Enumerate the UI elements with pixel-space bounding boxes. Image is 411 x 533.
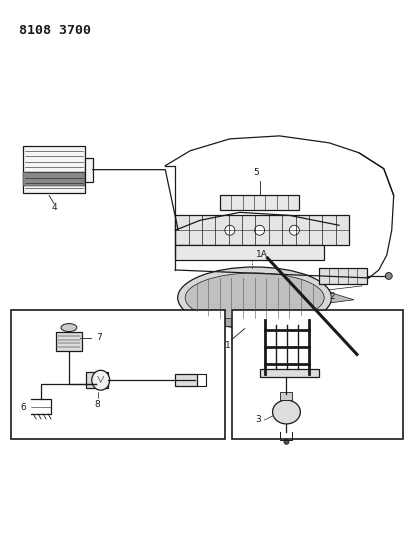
Ellipse shape [289,225,299,235]
Bar [319,268,367,284]
Text: 6: 6 [21,402,26,411]
Ellipse shape [225,225,235,235]
Bar [175,374,197,386]
Bar [175,215,349,245]
Ellipse shape [255,225,265,235]
Ellipse shape [272,400,300,424]
Bar [12,310,225,439]
Bar [220,196,299,211]
FancyBboxPatch shape [56,332,82,351]
Polygon shape [331,293,354,303]
Text: 5: 5 [254,168,259,177]
Ellipse shape [185,273,324,322]
Bar [232,310,403,439]
Ellipse shape [61,324,77,332]
Text: 3: 3 [256,415,261,424]
Ellipse shape [284,439,289,445]
Bar [85,158,93,182]
Bar [23,146,85,193]
Bar [23,172,85,187]
Text: 4: 4 [51,203,57,212]
Bar [86,372,108,388]
Text: 2: 2 [329,292,335,301]
Ellipse shape [385,272,392,279]
Bar [175,245,324,260]
Text: 1: 1 [225,341,231,350]
Text: 8: 8 [95,400,101,409]
Bar [260,369,319,377]
Bar [280,392,292,400]
Ellipse shape [92,370,110,390]
Bar [185,318,344,326]
Text: 1A: 1A [256,249,268,259]
Text: 7: 7 [96,333,102,342]
Ellipse shape [178,267,332,328]
Text: 8108 3700: 8108 3700 [19,23,91,37]
